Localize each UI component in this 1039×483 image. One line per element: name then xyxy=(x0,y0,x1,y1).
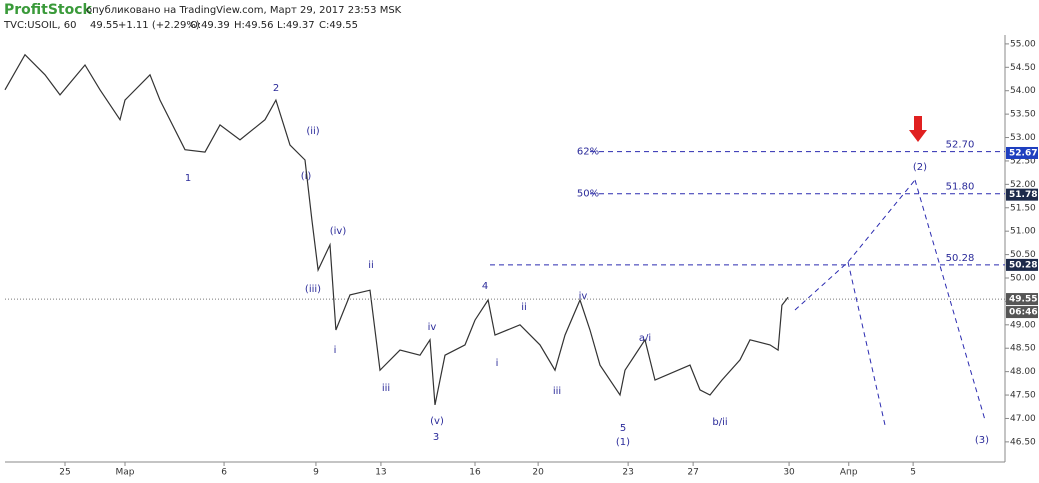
published: опубликовано на TradingView.com, Март 29… xyxy=(86,5,402,16)
level-label: 51.80 xyxy=(946,182,975,193)
price-badge-label: 49.55 xyxy=(1009,295,1037,305)
y-tick-label: 50.50 xyxy=(1010,250,1036,260)
brand: ProfitStock xyxy=(4,2,93,18)
wave-label: (v) xyxy=(430,416,444,427)
y-tick-label: 48.00 xyxy=(1010,367,1036,377)
wave-label: i xyxy=(334,345,337,356)
ohlc: H:49.56 xyxy=(234,20,274,31)
y-tick-label: 54.00 xyxy=(1010,86,1036,96)
y-tick-label: 53.00 xyxy=(1010,133,1036,143)
x-tick-label: 23 xyxy=(622,468,633,478)
wave-label: (i) xyxy=(301,171,312,182)
wave-label: a/i xyxy=(639,333,651,344)
clock-label: 06:46 xyxy=(1009,308,1038,318)
y-tick-label: 51.50 xyxy=(1010,203,1036,213)
price-line xyxy=(4,53,789,406)
y-tick-label: 47.00 xyxy=(1010,414,1036,424)
wave-label: 3 xyxy=(433,432,439,443)
price-badge xyxy=(1006,188,1038,201)
wave-label: iv xyxy=(428,322,437,333)
x-tick-label: 27 xyxy=(687,468,698,478)
y-tick-label: 53.50 xyxy=(1010,110,1036,120)
change: +1.11 (+2.29%) xyxy=(118,20,200,31)
ohlc: C:49.55 xyxy=(319,20,358,31)
price-badge-label: 51.78 xyxy=(1009,190,1037,200)
clock-badge xyxy=(1006,306,1038,319)
x-tick-label: 25 xyxy=(59,468,70,478)
wave-label: 4 xyxy=(482,281,488,292)
wave-label: 1 xyxy=(185,173,191,184)
ohlc: L:49.37 xyxy=(277,20,315,31)
wave-label: ii xyxy=(368,260,374,271)
y-tick-label: 47.50 xyxy=(1010,391,1036,401)
x-tick-label: Апр xyxy=(840,468,858,478)
y-tick-label: 51.00 xyxy=(1010,227,1036,237)
price-badge xyxy=(1006,146,1038,159)
wave-label: i xyxy=(496,358,499,369)
wave-label: ii xyxy=(521,302,527,313)
price-badge-label: 50.28 xyxy=(1009,260,1037,270)
level-ratio: 62% xyxy=(577,147,599,158)
y-tick-label: 52.50 xyxy=(1010,156,1036,166)
y-tick-label: 55.00 xyxy=(1010,39,1036,49)
symbol: TVC:USOIL, 60 xyxy=(3,20,76,31)
level-label: 50.28 xyxy=(946,253,975,264)
price-badge xyxy=(1006,258,1038,271)
wave-label: (iii) xyxy=(305,284,321,295)
x-tick-label: 16 xyxy=(469,468,481,478)
level-label: 52.70 xyxy=(946,140,975,151)
x-tick-label: 9 xyxy=(313,468,319,478)
x-tick-label: 20 xyxy=(532,468,544,478)
wave-label: (1) xyxy=(616,437,630,448)
wave-label: b/ii xyxy=(712,417,727,428)
wave-label: (2) xyxy=(913,162,927,173)
price-badge xyxy=(1006,293,1038,306)
wave-label: iii xyxy=(553,386,561,397)
wave-label: iii xyxy=(382,383,390,394)
last: 49.55 xyxy=(90,20,119,31)
wave-label: (3) xyxy=(975,435,989,446)
x-tick-label: 13 xyxy=(375,468,386,478)
y-tick-label: 49.00 xyxy=(1010,320,1036,330)
projection xyxy=(847,261,886,426)
y-tick-label: 54.50 xyxy=(1010,63,1036,73)
y-tick-label: 46.50 xyxy=(1010,437,1036,447)
x-tick-label: Мар xyxy=(116,468,135,478)
y-tick-label: 48.50 xyxy=(1010,344,1036,354)
y-tick-label: 52.00 xyxy=(1010,180,1036,190)
wave-label: (ii) xyxy=(306,126,319,137)
ohlc: O:49.39 xyxy=(190,20,230,31)
x-tick-label: 30 xyxy=(783,468,795,478)
projection xyxy=(914,179,986,421)
arrow xyxy=(909,116,927,142)
wave-label: 2 xyxy=(273,83,279,94)
wave-label: (iv) xyxy=(330,226,347,237)
price-badge-label: 52.67 xyxy=(1009,148,1037,158)
y-tick-label: 50.00 xyxy=(1010,273,1036,283)
x-tick-label: 5 xyxy=(910,468,916,478)
wave-label: 5 xyxy=(620,423,626,434)
wave-label: iv xyxy=(579,291,588,302)
level-ratio: 50% xyxy=(577,189,599,200)
x-tick-label: 6 xyxy=(221,468,227,478)
